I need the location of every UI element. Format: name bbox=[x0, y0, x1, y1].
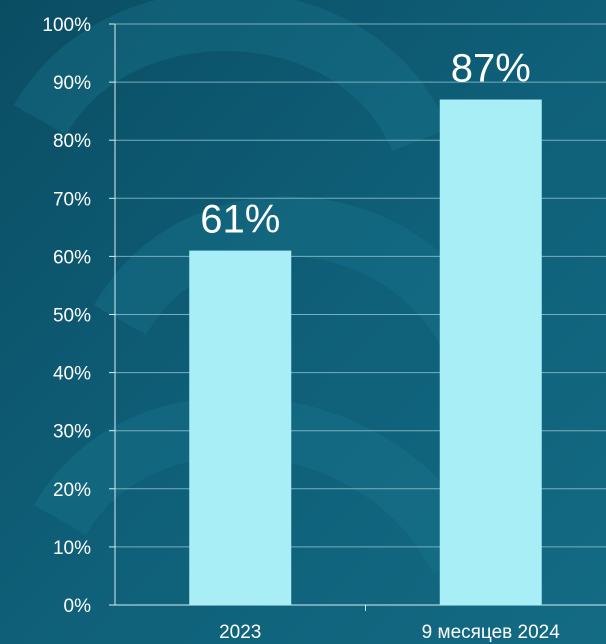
y-tick-label: 40% bbox=[53, 364, 91, 385]
labels: 0% 10% 20% 30% 40% 50% 60% 70% 80% 90% 100% 61% 2023… bbox=[42, 15, 560, 643]
y-tick-label: 70% bbox=[53, 189, 91, 210]
data-label: 87% bbox=[451, 47, 531, 91]
y-tick-label: 80% bbox=[53, 131, 91, 152]
data-label: 61% bbox=[200, 198, 280, 242]
y-tick-label: 90% bbox=[53, 73, 91, 94]
x-category-label: 2023 bbox=[219, 622, 261, 643]
y-tick-label: 50% bbox=[53, 306, 91, 327]
y-tick-label: 30% bbox=[53, 422, 91, 443]
bar bbox=[189, 250, 292, 605]
y-tick-label: 20% bbox=[53, 480, 91, 501]
bar bbox=[439, 99, 542, 605]
bars bbox=[189, 99, 542, 605]
y-tick-label: 60% bbox=[53, 247, 91, 268]
y-tick-label: 0% bbox=[64, 596, 92, 617]
y-tick-label: 10% bbox=[53, 538, 91, 559]
x-category-label: 9 месяцев 2024 bbox=[422, 622, 561, 643]
y-tick-label: 100% bbox=[42, 15, 91, 36]
